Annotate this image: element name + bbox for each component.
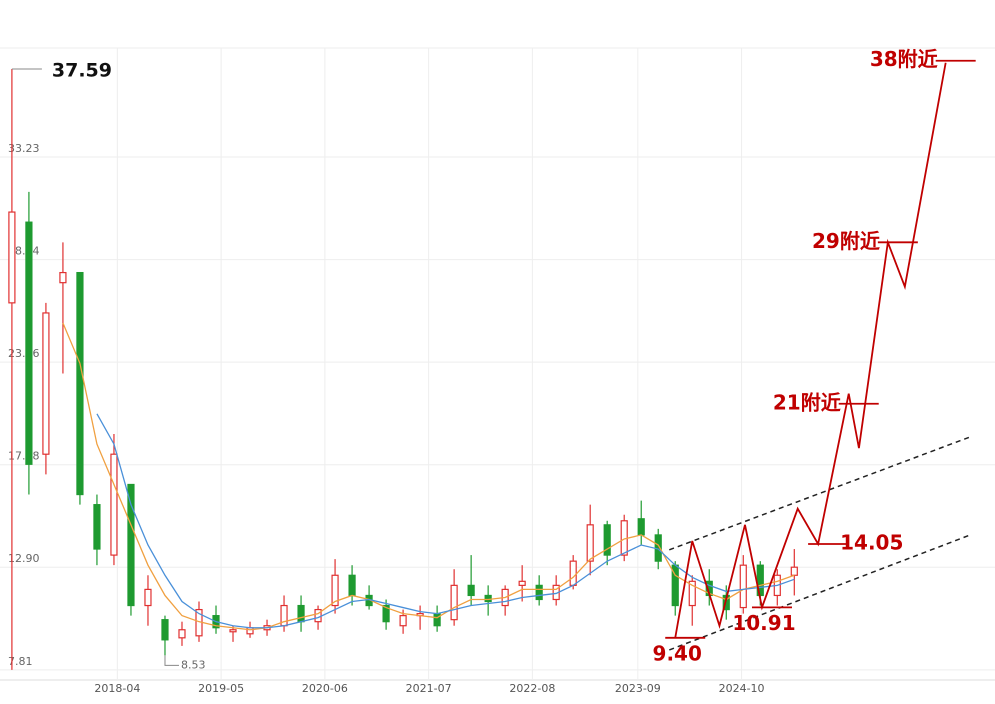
candle-body	[688, 580, 696, 607]
y-tick-label: 33.23	[8, 142, 40, 155]
candle-body	[178, 629, 186, 639]
x-tick-label: 2020-06	[302, 682, 348, 695]
candle-body	[637, 518, 645, 536]
candle-body	[603, 524, 611, 556]
candle-body	[518, 580, 526, 586]
candle-body	[229, 629, 237, 633]
max-label: 37.59	[52, 59, 112, 81]
candle-body	[8, 211, 16, 304]
candle-body	[161, 619, 169, 641]
candle-body	[535, 584, 543, 601]
annotation-label: 9.40	[653, 641, 702, 665]
candle-body	[246, 627, 254, 635]
x-tick-label: 2024-10	[719, 682, 765, 695]
y-tick-label: 23.06	[8, 347, 40, 360]
channel-line	[669, 534, 971, 651]
candle-body	[586, 524, 594, 562]
annotation-label: 21附近	[773, 390, 841, 414]
moving-average	[62, 322, 795, 631]
y-tick-label: 7.81	[8, 655, 33, 668]
candle-body	[93, 504, 101, 550]
candle-body	[127, 483, 135, 607]
candle-body	[25, 221, 33, 465]
candle-body	[739, 564, 747, 609]
min-label: 8.53	[181, 658, 206, 671]
candle-body	[569, 560, 577, 586]
candle-body	[76, 271, 84, 496]
annotation-label: 38附近	[870, 47, 938, 71]
y-tick-label: 12.90	[8, 552, 40, 565]
candle-body	[790, 566, 798, 576]
candle-body	[348, 574, 356, 597]
annotation-label: 10.91	[732, 611, 795, 635]
candle-body	[110, 453, 118, 556]
candle-body	[59, 271, 67, 284]
candle-body	[399, 615, 407, 627]
candle-body	[331, 574, 339, 607]
candle-body	[467, 584, 475, 597]
candle-body	[42, 312, 50, 455]
candle-body	[450, 584, 458, 621]
annotation-label: 14.05	[840, 530, 903, 554]
annotation-label: 29附近	[812, 229, 880, 253]
x-tick-label: 2022-08	[509, 682, 555, 695]
x-tick-label: 2018-04	[94, 682, 140, 695]
x-tick-label: 2019-05	[198, 682, 244, 695]
y-tick-label: 17.98	[8, 450, 40, 463]
x-tick-label: 2021-07	[406, 682, 452, 695]
candle-body	[484, 594, 492, 603]
x-tick-label: 2023-09	[615, 682, 661, 695]
min-marker	[164, 655, 179, 666]
candle-body	[297, 604, 305, 623]
candle-body	[433, 613, 441, 627]
moving-average	[96, 413, 795, 629]
candle-body	[144, 588, 152, 607]
candle-body	[382, 604, 390, 623]
projection-path	[674, 62, 947, 638]
